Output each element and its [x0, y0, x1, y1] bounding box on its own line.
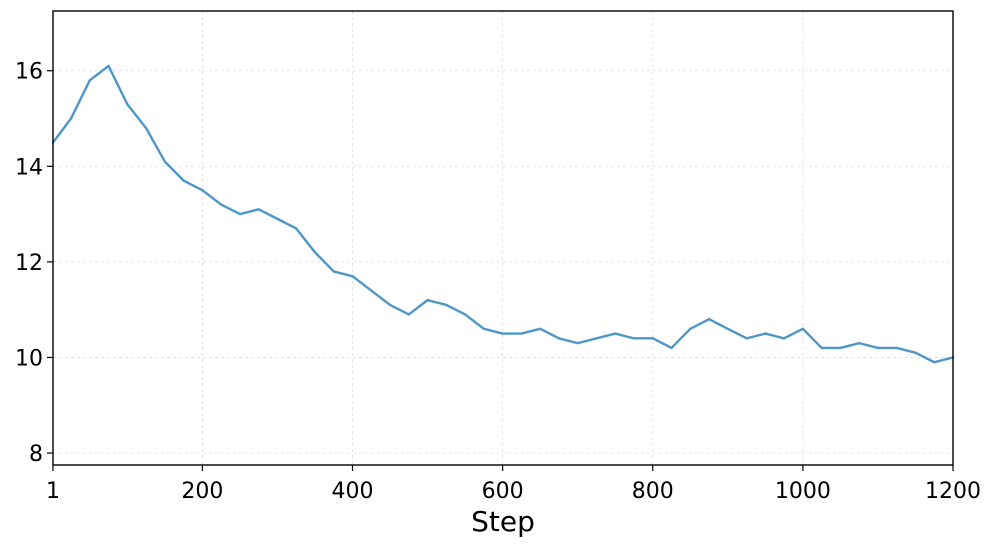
data-point: [895, 346, 898, 350]
data-point: [538, 327, 542, 330]
data-point: [632, 337, 636, 340]
data-point: [520, 332, 523, 335]
data-point: [670, 346, 673, 350]
x-tick-label: 1000: [775, 479, 831, 504]
data-point: [182, 179, 185, 182]
data-point: [276, 217, 279, 221]
x-tick-label: 400: [331, 479, 373, 504]
series-layer: [51, 64, 955, 364]
data-point: [426, 298, 429, 302]
x-tick-label: 1200: [925, 479, 981, 504]
y-tick-label: 16: [15, 60, 43, 85]
data-point: [351, 275, 354, 278]
data-point: [257, 208, 260, 211]
data-point: [201, 189, 204, 192]
x-axis-title: Step: [471, 505, 535, 538]
data-point: [370, 289, 373, 292]
series-line: [51, 64, 955, 364]
data-point: [820, 346, 823, 350]
y-tick-label: 12: [15, 251, 43, 276]
data-point: [388, 303, 392, 307]
data-point: [163, 160, 167, 163]
data-point: [857, 341, 861, 345]
plot-frame: [52, 10, 954, 466]
data-point: [219, 203, 223, 206]
data-point: [782, 337, 786, 340]
data-point: [126, 102, 129, 106]
data-point: [463, 313, 467, 316]
data-point: [651, 337, 654, 340]
data-point: [557, 337, 561, 340]
data-point: [839, 346, 842, 350]
data-point: [801, 327, 805, 330]
x-tick-label: 1: [46, 479, 60, 504]
data-point: [88, 79, 91, 82]
data-point: [501, 332, 504, 335]
data-point: [313, 251, 317, 254]
grid: [52, 11, 954, 465]
data-point: [876, 346, 880, 350]
data-point: [576, 341, 579, 345]
data-point: [482, 327, 486, 330]
data-point: [745, 337, 748, 340]
data-point: [69, 117, 73, 120]
data-point: [614, 332, 617, 335]
x-tick-label: 200: [181, 479, 223, 504]
data-point: [144, 126, 148, 130]
data-point: [689, 327, 692, 330]
data-point: [707, 318, 711, 321]
data-point: [332, 270, 335, 273]
data-point: [445, 303, 448, 307]
x-tick-label: 800: [632, 479, 674, 504]
y-tick-label: 10: [15, 346, 43, 371]
x-tick-label: 600: [482, 479, 524, 504]
data-point: [295, 227, 298, 230]
data-point: [238, 212, 242, 216]
y-tick-label: 14: [15, 155, 43, 180]
data-point: [933, 361, 936, 364]
y-tick-label: 8: [29, 442, 43, 467]
data-point: [407, 313, 410, 316]
data-point: [595, 337, 598, 340]
data-point: [726, 327, 730, 330]
data-point: [107, 64, 110, 68]
data-point: [764, 332, 767, 335]
data-point: [914, 351, 917, 354]
